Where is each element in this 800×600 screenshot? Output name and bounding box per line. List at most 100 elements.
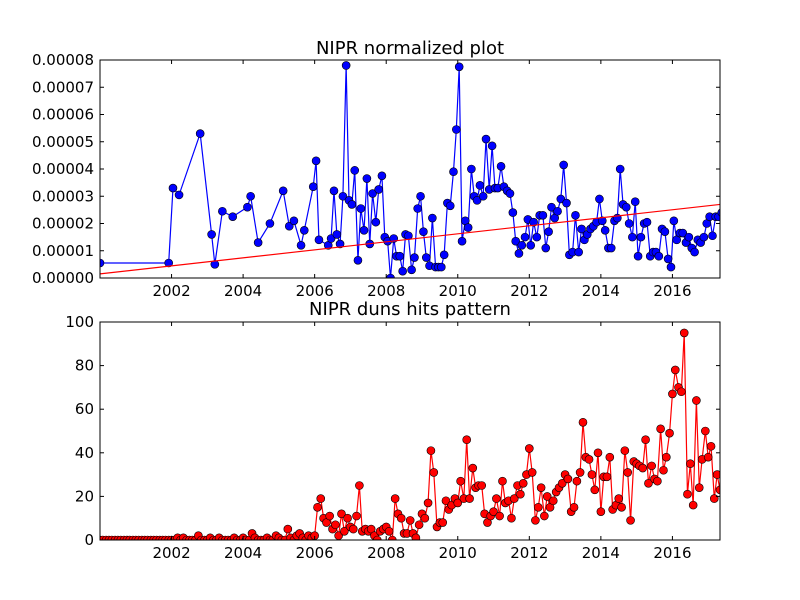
data-point-top-101 — [562, 198, 571, 208]
y-tick-label-top-4: 0.00004 — [32, 160, 94, 178]
data-point-top-160 — [739, 239, 747, 247]
data-point-bottom-187 — [653, 476, 662, 486]
data-point-top-154 — [721, 255, 729, 263]
data-point-top-18 — [308, 182, 318, 192]
data-point-bottom-106 — [411, 533, 421, 540]
data-point-top-11 — [253, 238, 263, 247]
data-point-top-54 — [421, 253, 431, 262]
data-point-bottom-159 — [569, 502, 579, 512]
data-point-bottom-165 — [587, 470, 597, 479]
chart-title-top: NIPR normalized plot — [316, 38, 504, 59]
data-point-bottom-178 — [626, 516, 635, 525]
y-tick-label-bottom-0: 0 — [84, 531, 94, 549]
x-tick-label-top-1: 2004 — [224, 282, 262, 300]
x-tick-label-bottom-0: 2002 — [152, 544, 190, 562]
data-point-top-65 — [454, 62, 464, 72]
data-point-bottom-177 — [623, 468, 633, 477]
data-point-top-6 — [210, 260, 220, 269]
data-point-top-24 — [332, 230, 342, 239]
data-point-top-0 — [100, 258, 105, 268]
chart-bottom: NIPR duns hits pattern 2002 2004 2006 2008 2… — [65, 299, 721, 562]
data-point-top-93 — [538, 211, 548, 220]
data-point-top-84 — [511, 236, 521, 246]
data-point-top-106 — [577, 224, 586, 234]
data-point-bottom-167 — [593, 448, 603, 458]
data-point-top-140 — [678, 228, 688, 238]
data-point-bottom-196 — [679, 328, 689, 338]
data-point-top-91 — [532, 232, 542, 242]
plot-frame-top — [99, 59, 721, 279]
data-point-top-23 — [329, 186, 339, 196]
y-tick-label-top-8: 0.00008 — [32, 51, 94, 69]
data-point-top-135 — [663, 254, 673, 264]
y-tick-label-top-0: 0.00000 — [32, 269, 94, 287]
data-point-bottom-148 — [536, 483, 546, 492]
data-point-bottom-81 — [337, 509, 346, 519]
data-point-bottom-162 — [578, 417, 588, 427]
y-tick-label-bottom-3: 60 — [75, 400, 94, 418]
data-point-top-125 — [633, 251, 643, 261]
data-point-bottom-146 — [531, 516, 540, 525]
data-point-bottom-208 — [715, 485, 720, 495]
data-point-bottom-101 — [396, 513, 406, 523]
data-point-bottom-200 — [692, 396, 701, 405]
data-point-top-49 — [407, 265, 416, 275]
series-line-bottom-0 — [100, 332, 720, 540]
data-point-bottom-182 — [638, 463, 648, 473]
data-point-top-52 — [416, 191, 425, 201]
data-point-top-12 — [265, 219, 275, 228]
data-point-bottom-86 — [352, 511, 361, 521]
data-point-bottom-77 — [325, 511, 334, 521]
data-point-top-156 — [726, 256, 734, 264]
data-point-top-126 — [636, 232, 646, 242]
data-point-top-5 — [207, 230, 216, 239]
data-point-bottom-174 — [614, 494, 624, 503]
data-point-top-46 — [398, 266, 407, 276]
data-point-bottom-98 — [387, 535, 397, 540]
data-point-top-39 — [377, 171, 387, 181]
data-point-bottom-111 — [426, 446, 436, 455]
data-point-bottom-142 — [518, 479, 528, 488]
data-point-top-82 — [505, 189, 515, 198]
data-point-top-155 — [724, 244, 732, 252]
data-point-bottom-160 — [572, 476, 582, 486]
data-point-bottom-99 — [390, 494, 400, 503]
data-point-top-9 — [243, 202, 252, 212]
data-point-bottom-73 — [313, 502, 322, 512]
y-tick-label-bottom-2: 40 — [75, 444, 94, 462]
y-tick-label-bottom-5: 100 — [65, 313, 94, 331]
data-point-top-20 — [314, 235, 324, 245]
x-tick-label-bottom-6: 2014 — [582, 544, 620, 562]
data-layer-top — [100, 61, 747, 278]
data-point-top-69 — [467, 164, 476, 174]
data-point-top-3 — [174, 190, 184, 200]
y-tick-label-top-6: 0.00006 — [32, 106, 94, 124]
y-tick-label-top-2: 0.00002 — [32, 215, 94, 233]
data-point-top-63 — [449, 167, 458, 177]
data-point-bottom-104 — [405, 516, 415, 525]
data-point-bottom-123 — [462, 435, 472, 445]
x-tick-label-bottom-7: 2016 — [653, 544, 691, 562]
data-point-top-116 — [606, 243, 616, 253]
x-tick-label-bottom-4: 2010 — [439, 544, 477, 562]
data-point-bottom-157 — [563, 474, 573, 484]
data-point-top-42 — [386, 273, 395, 278]
data-point-top-94 — [541, 243, 551, 253]
data-point-top-85 — [514, 249, 524, 258]
data-point-bottom-120 — [453, 498, 463, 508]
data-point-top-136 — [666, 262, 676, 272]
data-point-top-98 — [553, 206, 562, 216]
series-line-top-0 — [100, 65, 720, 278]
data-point-top-17 — [299, 226, 309, 235]
data-point-bottom-205 — [706, 441, 716, 451]
data-point-top-144 — [690, 247, 699, 257]
x-tick-label-top-7: 2016 — [653, 282, 691, 300]
data-point-bottom-144 — [525, 444, 534, 453]
data-point-bottom-168 — [596, 507, 606, 516]
data-point-bottom-198 — [686, 459, 695, 469]
data-point-top-114 — [600, 226, 610, 235]
data-point-top-38 — [374, 185, 384, 194]
data-point-top-37 — [371, 217, 381, 227]
y-tick-label-top-3: 0.00003 — [32, 187, 94, 205]
data-point-top-122 — [624, 219, 634, 228]
